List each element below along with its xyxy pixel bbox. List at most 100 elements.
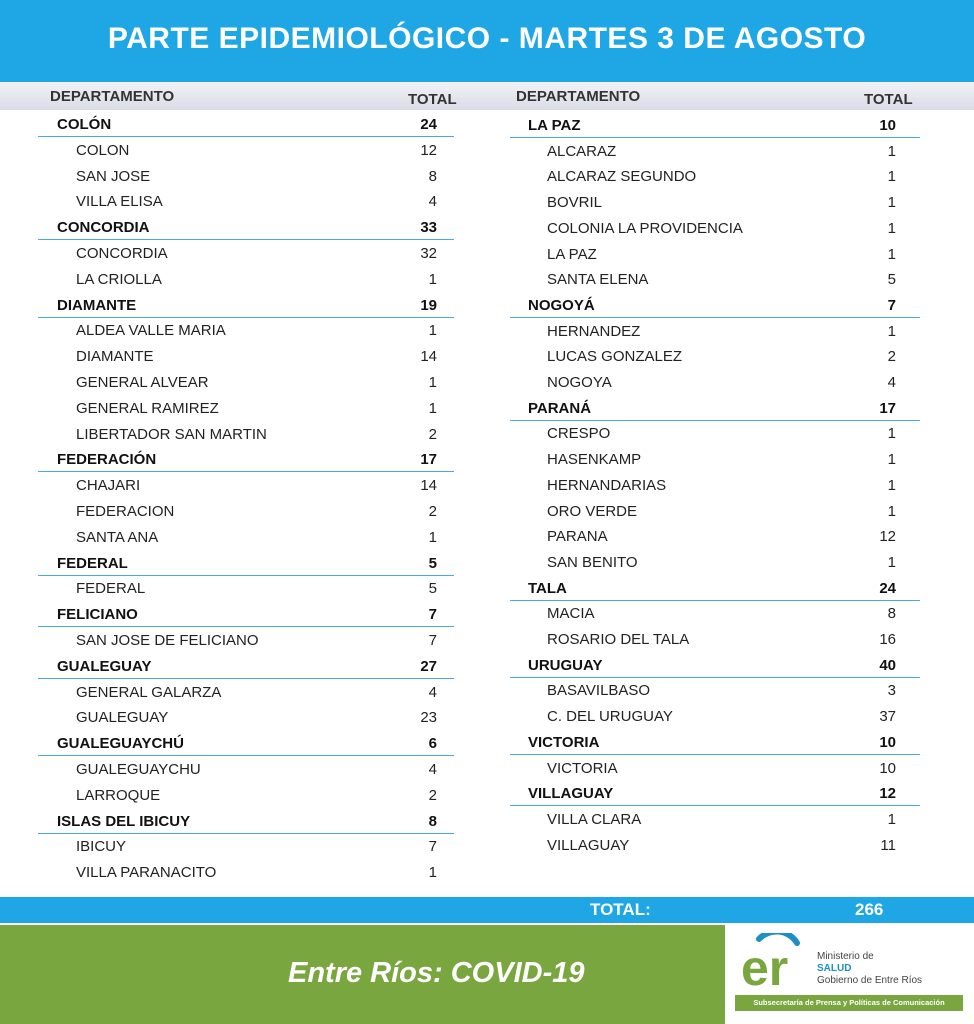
- locality-name: SAN JOSE DE FELICIANO: [76, 632, 259, 649]
- ministry-logo: er Ministerio de SALUD Gobierno de Entre…: [725, 925, 974, 1024]
- locality-row: GENERAL ALVEAR 1: [0, 371, 974, 395]
- logo-line-ministerio: Ministerio de: [817, 951, 874, 962]
- locality-row: FEDERACION 2: [0, 500, 974, 524]
- department-total: 40: [879, 656, 896, 674]
- locality-name: DIAMANTE: [76, 348, 154, 366]
- locality-total: 1: [887, 502, 896, 520]
- department-underline: [510, 753, 920, 755]
- locality-total: 4: [887, 374, 896, 391]
- department-name: NOGOYÁ: [528, 296, 595, 314]
- locality-name: GUALEGUAY: [76, 709, 169, 727]
- locality-row: VILLA CLARA 1: [0, 808, 974, 832]
- locality-total: 1: [887, 476, 896, 494]
- department-total: 6: [428, 735, 437, 753]
- locality-name: GENERAL GALARZA: [76, 683, 222, 701]
- locality-total: 1: [887, 245, 896, 263]
- grand-total-bar: TOTAL: 266: [0, 897, 974, 923]
- locality-row: SAN BENITO 1: [0, 551, 974, 575]
- department-underline: [510, 137, 920, 138]
- locality-row: HASENKAMP 1: [0, 448, 974, 472]
- locality-row: COLONIA LA PROVIDENCIA 1: [0, 217, 974, 241]
- locality-name: IBICUY: [76, 838, 127, 856]
- locality-total: 1: [887, 322, 896, 340]
- locality-row: ALCARAZ SEGUNDO 1: [0, 165, 974, 189]
- logo-line-salud: SALUD: [817, 963, 852, 974]
- department-underline: [510, 599, 920, 601]
- locality-row: CONCORDIA 32: [0, 242, 974, 266]
- locality-row: ORO VERDE 1: [0, 500, 974, 524]
- locality-name: C. DEL URUGUAY: [547, 708, 673, 726]
- department-total: 8: [428, 812, 437, 830]
- locality-total: 1: [887, 425, 896, 443]
- locality-row: C. DEL URUGUAY 37: [0, 705, 974, 729]
- department-name: VILLAGUAY: [528, 785, 614, 803]
- left-header-departamento: DEPARTAMENTO: [50, 88, 175, 105]
- locality-total: 2: [428, 503, 437, 520]
- locality-row: LUCAS GONZALEZ 2: [0, 345, 974, 369]
- locality-total: 1: [887, 194, 896, 212]
- locality-total: 16: [879, 631, 896, 648]
- department-name: FEDERACIÓN: [57, 451, 157, 469]
- locality-total: 5: [887, 271, 896, 289]
- department-name: FELICIANO: [57, 606, 138, 624]
- column-header-strip: DEPARTAMENTO TOTAL DEPARTAMENTO TOTAL: [0, 82, 974, 110]
- locality-row: ROSARIO DEL TALA 16: [0, 628, 974, 652]
- locality-total: 1: [887, 810, 896, 828]
- locality-name: ALCARAZ: [547, 142, 617, 160]
- locality-total: 37: [879, 708, 896, 726]
- locality-name: GUALEGUAYCHU: [76, 761, 201, 778]
- department-underline: [38, 677, 454, 679]
- department-name: LA PAZ: [528, 117, 581, 134]
- locality-row: CHAJARI 14: [0, 474, 974, 498]
- department-row: PARANÁ 17: [0, 397, 974, 421]
- locality-total: 12: [879, 528, 896, 546]
- locality-name: LUCAS GONZALEZ: [547, 348, 683, 366]
- locality-name: SANTA ELENA: [547, 271, 649, 289]
- locality-total: 2: [887, 348, 896, 366]
- department-row: FEDERAL 5: [0, 552, 974, 576]
- locality-total: 1: [887, 553, 896, 571]
- department-underline: [510, 676, 920, 678]
- department-underline: [38, 471, 454, 473]
- locality-row: GUALEGUAY 23: [0, 706, 974, 730]
- locality-name: CHAJARI: [76, 477, 141, 495]
- locality-row: BOVRIL 1: [0, 191, 974, 215]
- locality-row: COLON 12: [0, 139, 974, 163]
- department-row: TALA 24: [0, 577, 974, 601]
- department-name: VICTORIA: [528, 733, 600, 751]
- locality-name: PARANA: [547, 528, 608, 546]
- locality-row: ALCARAZ 1: [0, 140, 974, 164]
- locality-total: 7: [428, 838, 437, 856]
- locality-row: NOGOYA 4: [0, 371, 974, 395]
- locality-total: 23: [420, 709, 437, 727]
- department-row: GUALEGUAYCHÚ 6: [0, 732, 974, 757]
- department-row: URUGUAY 40: [0, 654, 974, 678]
- locality-total: 4: [428, 761, 437, 778]
- department-row: LA PAZ 10: [0, 114, 974, 138]
- locality-name: HASENKAMP: [547, 451, 642, 469]
- department-name: TALA: [528, 579, 567, 597]
- locality-total: 7: [428, 632, 437, 649]
- locality-row: HERNANDEZ 1: [0, 320, 974, 344]
- locality-row: BASAVILBASO 3: [0, 679, 974, 703]
- locality-row: PARANA 12: [0, 525, 974, 549]
- locality-total: 1: [887, 451, 896, 469]
- locality-total: 2: [428, 425, 437, 443]
- locality-total: 8: [428, 167, 437, 185]
- department-name: ISLAS DEL IBICUY: [57, 812, 191, 830]
- department-total: 12: [879, 785, 896, 803]
- department-row: COLÓN 24: [0, 113, 974, 137]
- locality-name: VILLA PARANACITO: [76, 864, 217, 882]
- locality-total: 1: [887, 168, 896, 186]
- locality-name: ALCARAZ SEGUNDO: [547, 168, 697, 186]
- department-row: NOGOYÁ 7: [0, 294, 974, 318]
- locality-total: 1: [428, 399, 437, 417]
- locality-total: 5: [428, 580, 437, 598]
- department-underline: [38, 626, 454, 628]
- svg-text:er: er: [741, 940, 788, 993]
- department-total: 24: [420, 116, 437, 133]
- locality-row: VILLA PARANACITO 1: [0, 861, 974, 885]
- locality-row: GUALEGUAYCHU 4: [0, 758, 974, 782]
- department-name: DIAMANTE: [57, 296, 137, 314]
- department-underline: [38, 136, 454, 137]
